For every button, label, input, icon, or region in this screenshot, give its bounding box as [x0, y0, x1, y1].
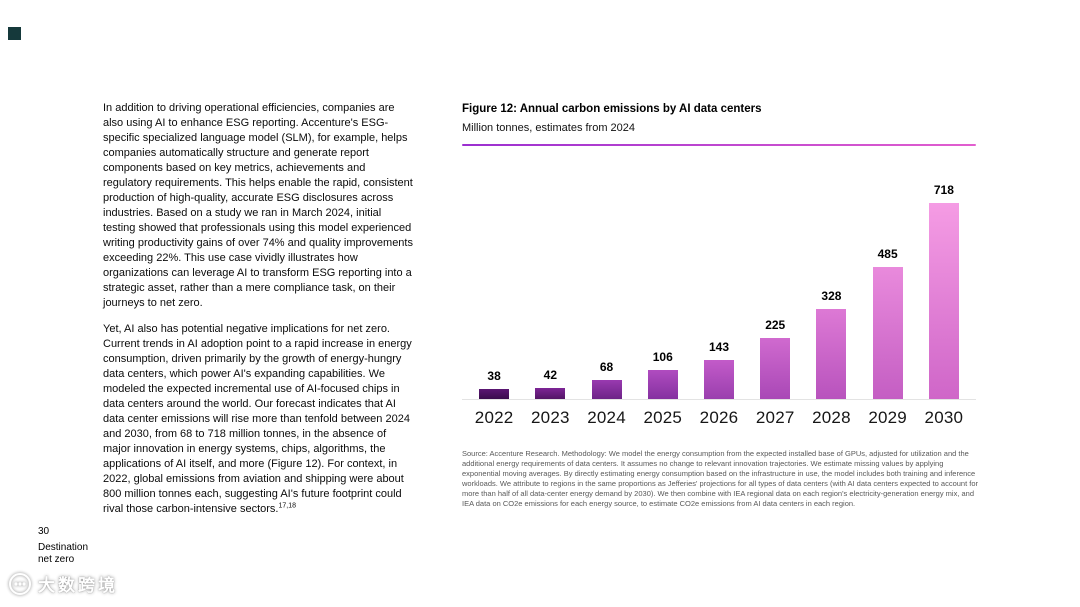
paragraph-text: Yet, AI also has potential negative impl…	[103, 323, 412, 515]
bar	[591, 380, 622, 399]
corner-accent-square	[8, 27, 21, 40]
bar-group: 143	[691, 162, 747, 399]
figure-title: Figure 12: Annual carbon emissions by AI…	[462, 103, 762, 115]
bar-value-label: 106	[652, 350, 673, 364]
bar-year-label: 2026	[699, 408, 739, 427]
footer-title-line1: Destination	[38, 542, 89, 553]
bar-value-label: 68	[599, 360, 614, 374]
bar	[703, 360, 734, 399]
figure-12: Figure 12: Annual carbon emissions by AI…	[462, 103, 976, 428]
footnote-reference: 17,18	[278, 502, 296, 510]
figure-source-note: Source: Accenture Research. Methodology:…	[462, 449, 979, 508]
body-text-column: In addition to driving operational effic…	[103, 101, 416, 517]
bar	[816, 309, 847, 399]
bar-year-label: 2023	[531, 408, 570, 427]
bar-value-label: 485	[877, 247, 898, 261]
bar-value-label: 225	[765, 318, 786, 332]
watermark-text: 大数跨境	[38, 576, 118, 595]
bar	[535, 388, 566, 399]
bar-group: 106	[635, 162, 691, 399]
bar-chart: 38 42 68 106 143 225 328 485 718 2022 2023 2024 202…	[462, 162, 976, 428]
bar-year-label: 2028	[812, 408, 851, 427]
bar-value-label: 143	[708, 340, 729, 354]
bar-year-label: 2025	[643, 408, 683, 427]
bar	[647, 370, 678, 399]
bar	[872, 267, 903, 399]
paragraph-text: In addition to driving operational effic…	[103, 102, 413, 309]
bar-year-label: 2022	[474, 408, 514, 427]
paragraph-esg-reporting: In addition to driving operational effic…	[103, 101, 416, 311]
bar-year-label: 2024	[587, 408, 626, 427]
bar-chart-bars: 38 42 68 106 143 225 328 485 718	[462, 162, 976, 400]
paragraph-net-zero-implications: Yet, AI also has potential negative impl…	[103, 322, 416, 517]
bar-chart-x-axis: 2022 2023 2024 2025 2026 2027 2028 2029 2030	[462, 408, 976, 428]
bar	[760, 338, 791, 399]
bar-group: 225	[747, 162, 803, 399]
page-footer: 30 Destination net zero	[38, 526, 88, 566]
bar	[479, 389, 510, 399]
watermark-logo-icon	[9, 572, 31, 595]
watermark: 大数跨境	[8, 571, 118, 596]
bar-group: 38	[466, 162, 522, 399]
bar	[928, 203, 959, 399]
bar-group: 718	[916, 162, 972, 399]
bar-year-label: 2030	[924, 408, 964, 427]
figure-subtitle: Million tonnes, estimates from 2024	[462, 122, 636, 134]
bar-group: 485	[860, 162, 916, 399]
bar-year-label: 2029	[868, 408, 907, 427]
bar-year-label: 2027	[755, 408, 795, 427]
bar-group: 42	[522, 162, 578, 399]
bar-value-label: 38	[487, 369, 501, 383]
bar-value-label: 328	[821, 289, 842, 303]
page-number: 30	[38, 526, 50, 537]
figure-rule	[462, 144, 976, 146]
bar-value-label: 42	[543, 368, 557, 382]
footer-title-line2: net zero	[38, 554, 75, 565]
bar-group: 328	[803, 162, 859, 399]
bar-group: 68	[578, 162, 634, 399]
bar-value-label: 718	[933, 183, 954, 197]
